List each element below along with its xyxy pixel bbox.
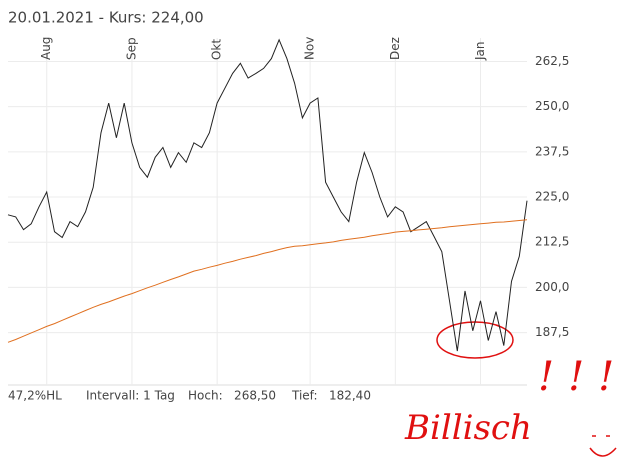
- highlight-circle: [436, 321, 514, 359]
- x-tick-label: Jan: [473, 42, 487, 62]
- y-tick-label: 237,5: [535, 144, 569, 158]
- footer-text: Tief: 182,40: [291, 389, 371, 403]
- price-line: [7, 38, 528, 352]
- y-tick-label: 262,5: [535, 54, 569, 68]
- x-tick-label: Sep: [124, 37, 138, 60]
- price-line: [7, 219, 528, 343]
- y-tick-label: 187,5: [535, 325, 569, 339]
- x-tick-label: Dez: [388, 37, 402, 60]
- smiley: [589, 435, 617, 457]
- y-tick-label: 212,5: [535, 235, 569, 249]
- annotation: Billisch: [404, 408, 532, 448]
- y-tick-label: 225,0: [535, 190, 569, 204]
- x-tick-label: Nov: [303, 37, 317, 60]
- chart-title: 20.01.2021 - Kurs: 224,00: [8, 9, 204, 27]
- y-tick-label: 250,0: [535, 99, 569, 113]
- footer-text: Intervall: 1 Tag: [86, 389, 175, 403]
- y-tick-label: 200,0: [535, 280, 569, 294]
- x-tick-label: Aug: [39, 37, 53, 60]
- annotation: !!!: [538, 354, 624, 400]
- footer-text: Hoch: 268,50: [188, 389, 276, 403]
- x-tick-label: Okt: [210, 39, 224, 60]
- footer-text: 47,2%HL: [8, 389, 62, 403]
